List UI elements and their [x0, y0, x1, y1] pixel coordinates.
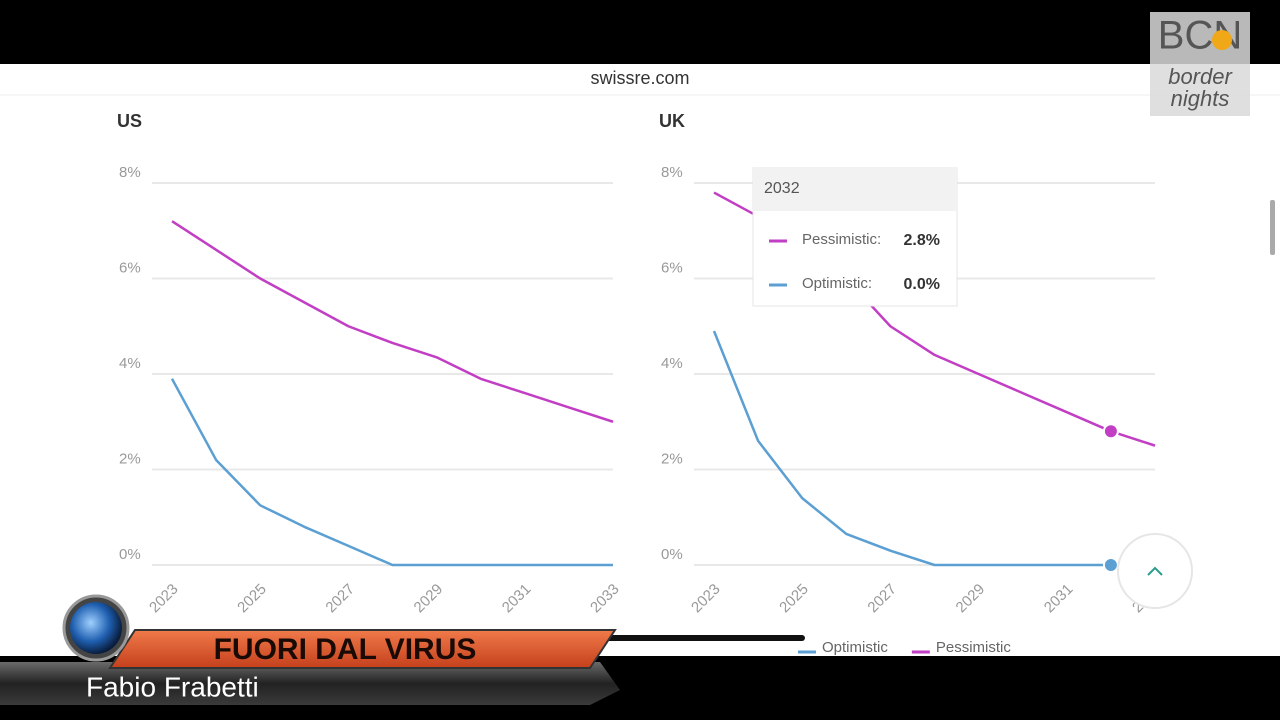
lower-third: FUORI DAL VIRUS Fabio Frabetti	[0, 594, 620, 705]
logo-line: border	[1168, 64, 1233, 89]
legend-label: Optimistic	[822, 639, 888, 656]
y-tick-label: 4%	[661, 355, 683, 372]
tooltip-value: 2.8%	[904, 232, 940, 249]
y-tick-label: 6%	[661, 259, 683, 276]
y-tick-label: 2%	[661, 450, 683, 467]
tooltip-title: 2032	[764, 180, 800, 197]
letterbox-top	[0, 0, 1140, 64]
tooltip-value: 0.0%	[904, 276, 940, 293]
tooltip: 2032 Pessimistic: 2.8% Optimistic: 0.0%	[752, 167, 958, 307]
scroll-top-icon[interactable]	[1147, 566, 1163, 576]
tooltip-label: Optimistic:	[802, 275, 872, 292]
y-tick-label: 4%	[119, 355, 141, 372]
logo-box	[1150, 12, 1250, 116]
line-series	[171, 220, 614, 423]
y-tick-label: 8%	[119, 164, 141, 181]
url: swissre.com	[590, 68, 689, 88]
active-point	[1102, 557, 1119, 573]
line-series	[712, 330, 1155, 567]
logo: BCN border nights	[1150, 12, 1250, 116]
active-point	[1102, 423, 1119, 440]
y-tick-label: 2%	[119, 450, 141, 467]
tooltip-label: Pessimistic:	[802, 231, 881, 248]
web-page	[0, 64, 1280, 656]
y-tick-label: 8%	[661, 164, 683, 181]
line-series	[170, 378, 613, 567]
presenter-name: Fabio Frabetti	[86, 671, 259, 702]
logo-moon	[1212, 30, 1232, 50]
chart-title: US	[117, 111, 142, 131]
progress-bar	[600, 635, 805, 641]
tooltip-header	[753, 168, 957, 211]
y-tick-label: 0%	[119, 546, 141, 563]
headline-banner	[108, 629, 617, 669]
chart-title: UK	[659, 111, 685, 131]
legend-label: Pessimistic	[936, 639, 1012, 656]
y-tick-label: 0%	[661, 546, 683, 563]
scrollbar[interactable]	[1270, 200, 1275, 255]
globe	[70, 602, 122, 654]
headline: FUORI DAL VIRUS	[214, 633, 477, 666]
name-bar	[0, 662, 620, 705]
y-tick-label: 6%	[119, 259, 141, 276]
scroll-top-button[interactable]	[1117, 533, 1193, 609]
scroll-top-circle[interactable]	[1117, 533, 1193, 609]
logo-line: nights	[1171, 86, 1230, 111]
